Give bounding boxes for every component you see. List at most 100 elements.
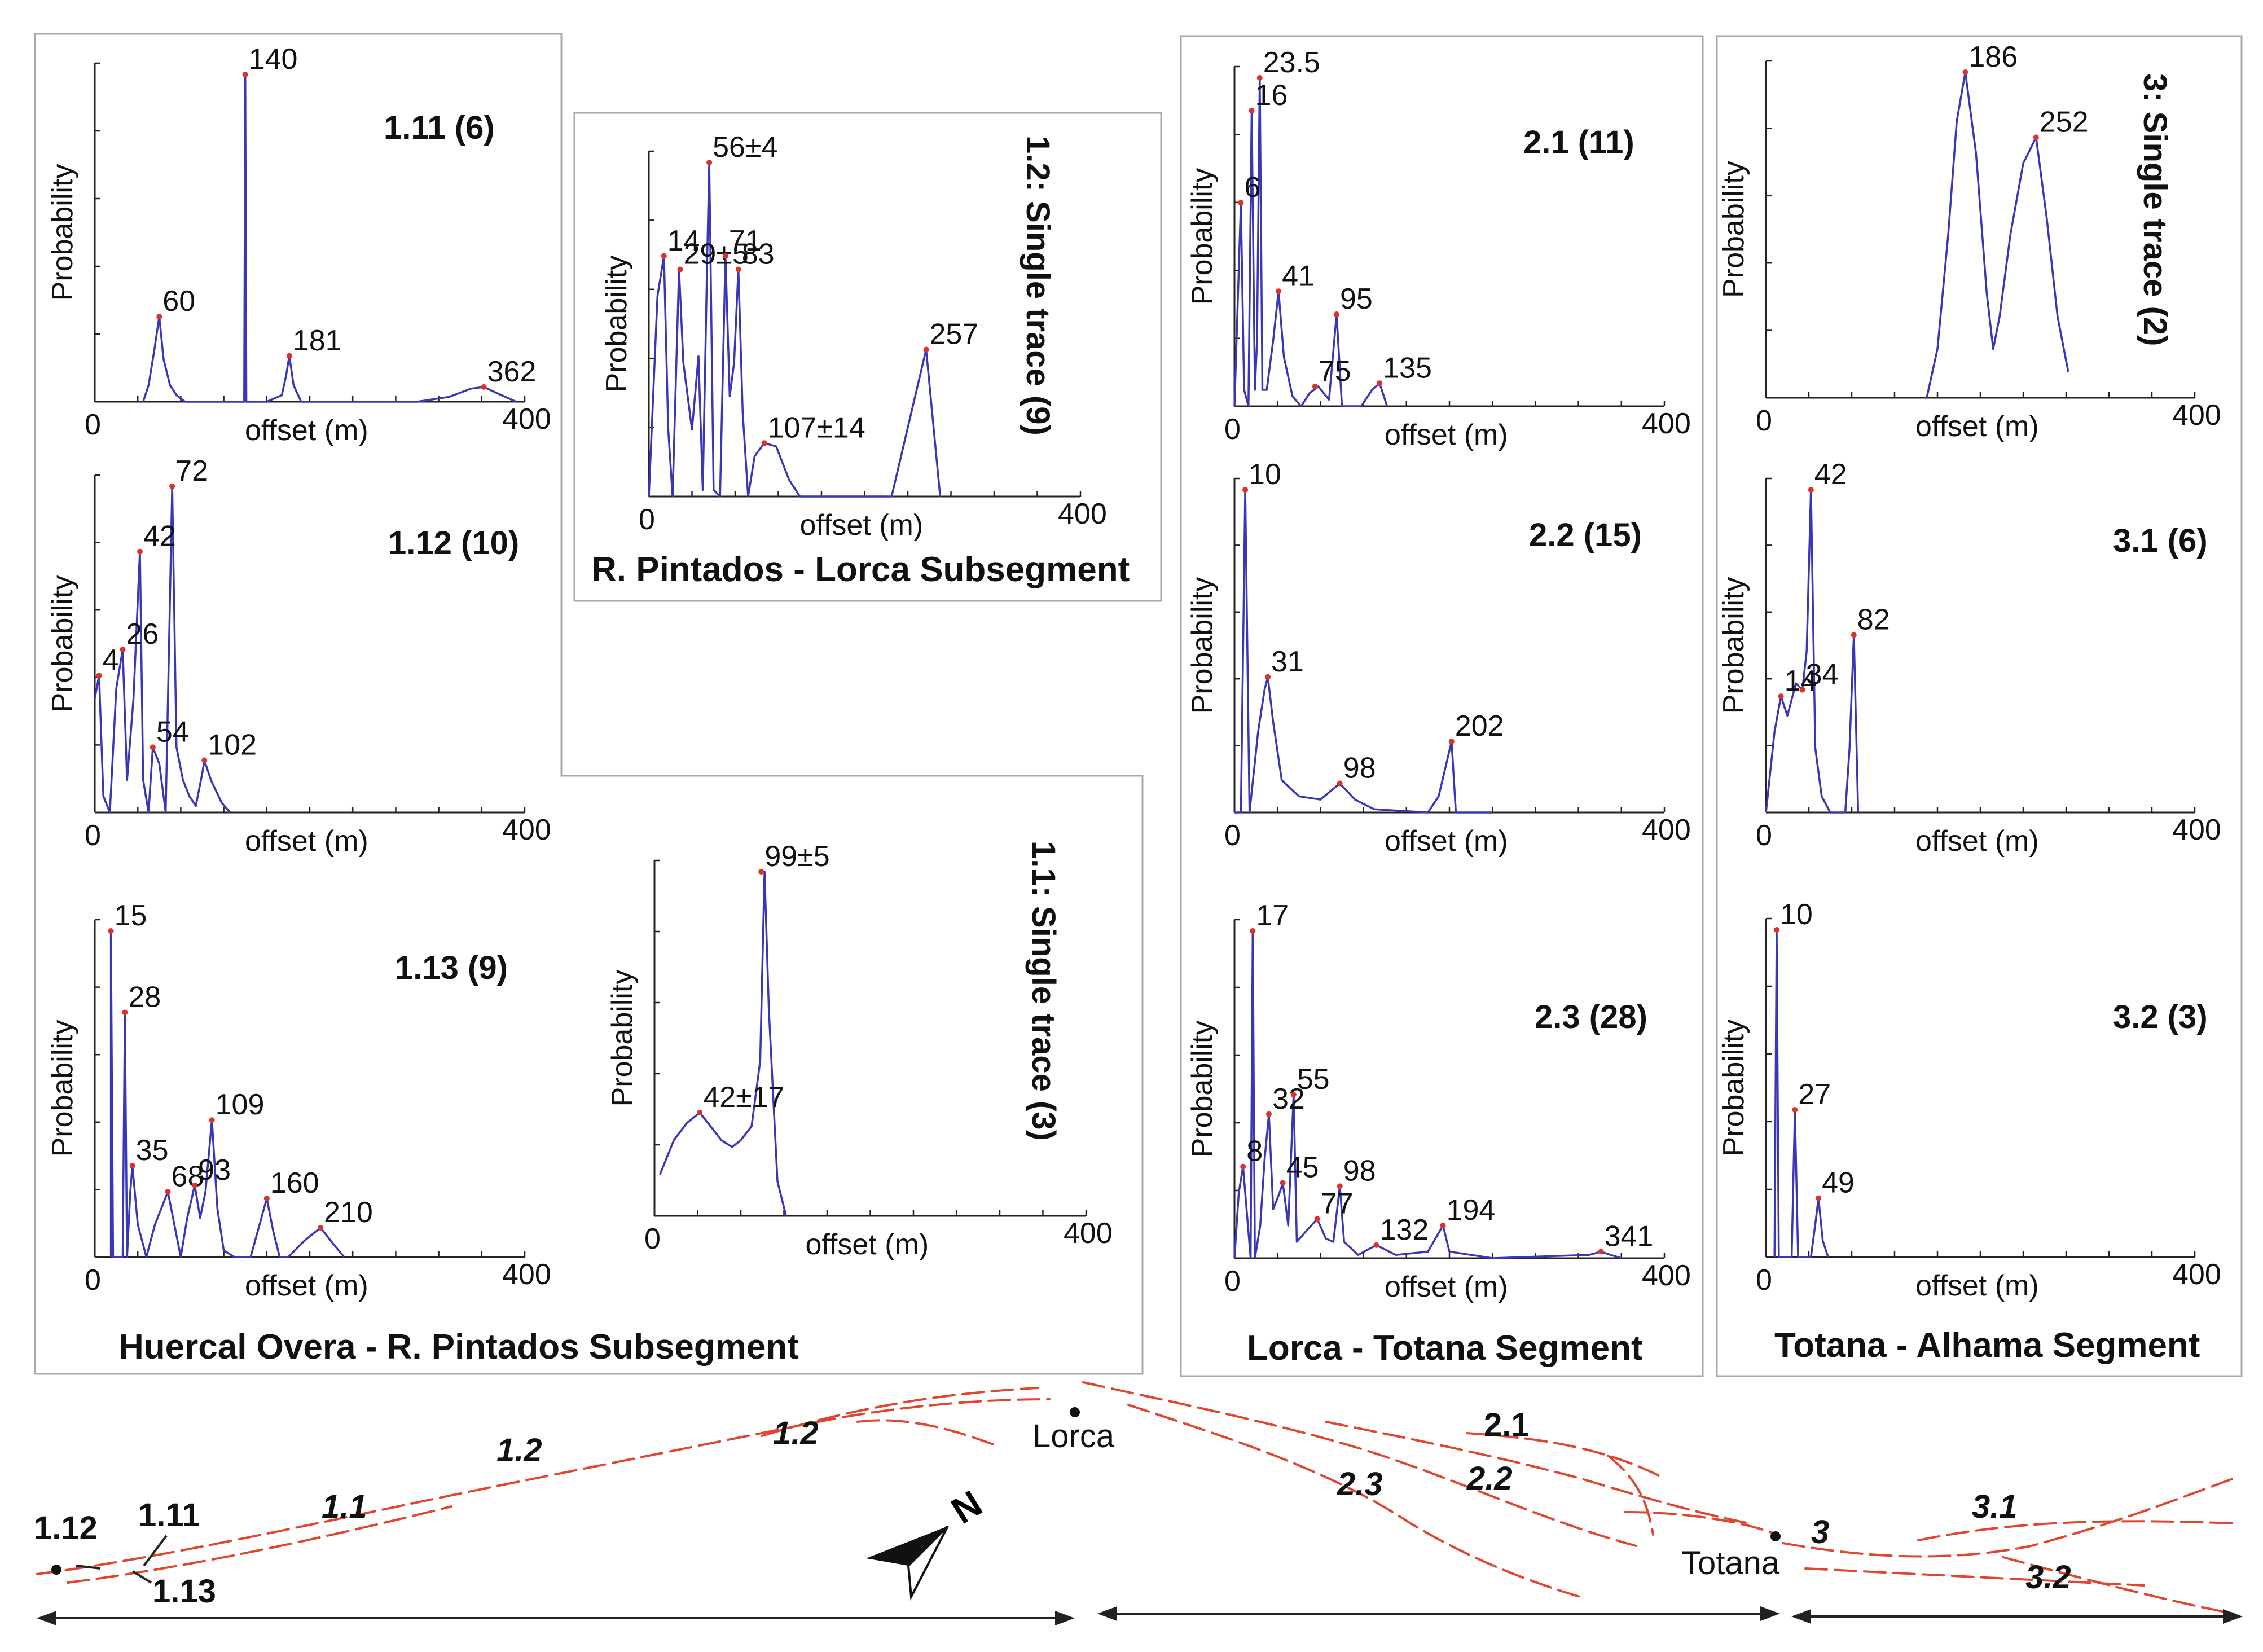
mode-marker [137,548,143,555]
mode-marker [156,314,162,320]
mode-marker [1373,1242,1379,1248]
fault-label: 1.13 [152,1573,216,1610]
mode-label: 31 [1271,645,1304,678]
fault-trace [856,1419,994,1446]
x-axis-label: offset (m) [1915,1269,2039,1302]
mode-label: 98 [1343,1154,1376,1187]
mode-label: 202 [1455,710,1504,742]
mode-marker [661,253,667,259]
mode-marker [192,1182,198,1188]
mode-marker [1808,487,1814,493]
frame-huercal-overa [34,33,1144,1375]
probability-curve [109,930,345,1258]
mode-marker [758,869,764,875]
mode-marker [1280,1180,1286,1186]
north-arrow-icon [866,1525,949,1601]
fault-trace [1127,1404,1581,1598]
mode-label: 16 [1255,79,1288,112]
x-axis-label: offset (m) [1915,825,2039,858]
x-axis-label: offset (m) [1385,825,1508,858]
panel-title: 1.11 (6) [384,109,495,146]
mode-marker [169,484,175,489]
fault-label: 2.2 [1466,1460,1513,1497]
mode-label: 93 [198,1154,231,1187]
fault-trace [1607,1455,1654,1536]
mode-marker [1314,1216,1320,1222]
mode-marker [129,1163,135,1169]
panel-title: 1.12 (10) [388,525,519,561]
x-tick-label: 0 [1756,405,1772,437]
mode-label: 54 [156,715,189,748]
chart-p111: 0 400 offset (m) Probability 60 140 181 362 1.11… [46,43,551,447]
x-tick-label: 0 [85,819,101,852]
fault-label: 1.12 [34,1510,98,1546]
mode-label: 32 [1272,1083,1305,1115]
mode-label: 10 [1249,458,1281,491]
y-axis-label: Probability [1186,1021,1219,1158]
mode-label: 135 [1383,352,1432,384]
fault-trace [36,1398,1051,1575]
fault-label: 1.2 [773,1415,819,1452]
fault-label: 1.11 [138,1497,200,1534]
x-axis-label: offset (m) [800,509,924,542]
mode-marker [697,1110,703,1115]
mode-marker [1440,1223,1446,1228]
town-label-totana: Totana [1681,1545,1780,1581]
town-label-lorca: Lorca [1032,1418,1115,1455]
y-axis-label: Probability [1186,168,1219,305]
fault-label: 3.1 [1972,1488,2018,1525]
group-label-lorca-totana: Lorca - Totana Segment [1247,1329,1643,1368]
y-axis-label: Probability [606,970,639,1107]
chart-p112: 0 400 offset (m) Probability 426 42 54 72 102 1.1… [46,455,551,858]
mode-label: 77 [1321,1187,1354,1220]
mode-label: 194 [1447,1194,1496,1227]
pointer-arrow [76,1565,101,1570]
mode-marker [1778,693,1784,700]
mode-label: 160 [270,1167,319,1200]
mode-marker [923,346,929,353]
x-tick-label: 400 [1642,814,1691,846]
mode-marker [1448,739,1455,745]
x-tick-label: 400 [1058,498,1107,530]
x-tick-label: 0 [85,408,101,441]
fault-trace [761,1387,1039,1437]
mode-marker [1816,1195,1822,1201]
mode-marker [96,673,102,679]
x-axis-label: offset (m) [245,825,368,858]
fault-trace [1082,1381,1637,1547]
panel-title: 1.1: Single trace (3) [1025,841,1062,1141]
x-tick-label: 0 [85,1264,101,1297]
chart-p11: 0 400 offset (m) Probability 42±17 99±5 1.1: S… [606,840,1113,1261]
fault-map: Lorca Totana 1.12 1.11 1.13 1.1 1.2 1.2 … [34,1381,2243,1625]
x-axis-label: offset (m) [245,414,368,447]
mode-label: 210 [324,1196,373,1229]
mode-label: 102 [208,729,257,762]
x-tick-label: 400 [502,814,551,846]
mode-marker [1337,1183,1343,1189]
x-axis-label: offset (m) [806,1228,929,1261]
mode-label: 132 [1379,1214,1429,1246]
mode-label: 42±17 [703,1081,784,1114]
mode-label: 98 [1343,752,1376,785]
mode-label: 27 [1798,1078,1831,1111]
extent-arrow [1791,1609,2243,1624]
mode-marker [1337,780,1343,787]
mode-label: 83 [742,238,775,270]
x-axis-label: offset (m) [1385,419,1508,451]
mode-label: 17 [1256,899,1289,932]
group-label-totana-alhama: Totana - Alhama Segment [1774,1326,2200,1365]
x-axis-label: offset (m) [1915,410,2039,443]
group-label-huercal: Huercal Overa - R. Pintados Subsegment [118,1328,799,1367]
fault-label: 3 [1811,1514,1829,1550]
mode-marker [1290,1092,1297,1097]
pointer-arrow [131,1570,152,1584]
mode-marker [1249,108,1255,114]
mode-label: 28 [128,981,161,1014]
extent-arrow [37,1611,1075,1625]
panel-title: 1.2: Single trace (9) [1020,135,1056,436]
